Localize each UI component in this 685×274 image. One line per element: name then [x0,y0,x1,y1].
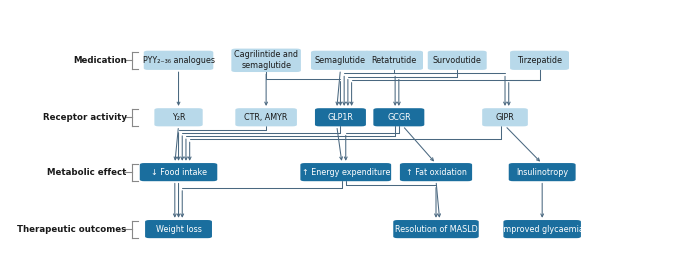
FancyBboxPatch shape [232,48,301,72]
FancyBboxPatch shape [503,220,581,238]
Text: Resolution of MASLD: Resolution of MASLD [395,225,477,234]
Text: Metabolic effect: Metabolic effect [47,168,127,177]
FancyBboxPatch shape [315,108,366,126]
Text: PYY₂₋₃₆ analogues: PYY₂₋₃₆ analogues [142,56,214,65]
FancyBboxPatch shape [427,51,487,70]
FancyBboxPatch shape [364,51,423,70]
Text: ↓ Food intake: ↓ Food intake [151,168,207,177]
FancyBboxPatch shape [236,108,297,126]
Text: Semaglutide: Semaglutide [315,56,366,65]
Text: Insulinotropy: Insulinotropy [516,168,569,177]
FancyBboxPatch shape [373,108,424,126]
FancyBboxPatch shape [482,108,528,126]
Text: Improved glycaemia: Improved glycaemia [501,225,584,234]
Text: ↑ Fat oxidation: ↑ Fat oxidation [406,168,466,177]
Text: Receptor activity: Receptor activity [42,113,127,122]
Text: Therapeutic outcomes: Therapeutic outcomes [17,225,127,234]
FancyBboxPatch shape [393,220,479,238]
Text: Y₂R: Y₂R [172,113,185,122]
FancyBboxPatch shape [509,163,575,181]
FancyBboxPatch shape [400,163,472,181]
Text: ↑ Energy expenditure: ↑ Energy expenditure [301,168,390,177]
FancyBboxPatch shape [145,220,212,238]
FancyBboxPatch shape [140,163,217,181]
Text: Survodutide: Survodutide [433,56,482,65]
Text: Tirzepatide: Tirzepatide [517,56,562,65]
Text: GIPR: GIPR [496,113,514,122]
FancyBboxPatch shape [154,108,203,126]
Text: Retatrutide: Retatrutide [371,56,416,65]
Text: GCGR: GCGR [387,113,410,122]
Text: Medication: Medication [73,56,127,65]
FancyBboxPatch shape [311,51,370,70]
Text: GLP1R: GLP1R [327,113,353,122]
FancyBboxPatch shape [144,51,213,70]
Text: Weight loss: Weight loss [155,225,201,234]
Text: Cagrilintide and
semaglutide: Cagrilintide and semaglutide [234,50,298,70]
Text: CTR, AMYR: CTR, AMYR [245,113,288,122]
FancyBboxPatch shape [510,51,569,70]
FancyBboxPatch shape [300,163,391,181]
